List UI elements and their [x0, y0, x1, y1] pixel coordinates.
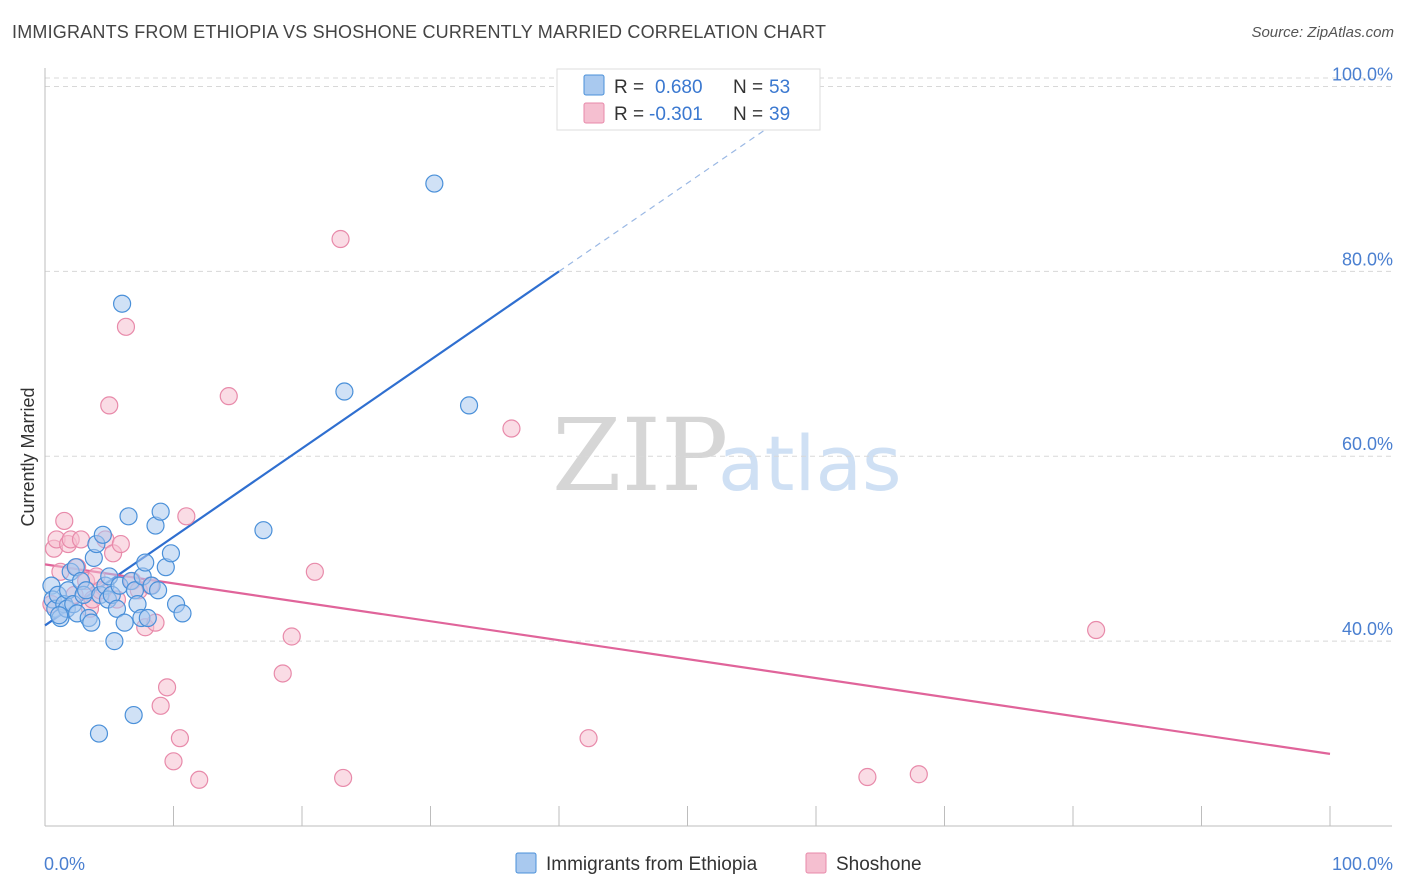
shoshone-point [177, 507, 196, 526]
y-tick-label-60: 60.0% [1342, 434, 1393, 454]
y-tick-label-100: 100.0% [1332, 64, 1393, 84]
y-tick-labels: 40.0% 60.0% 80.0% 100.0% [1332, 64, 1393, 639]
ethiopia-point [161, 544, 181, 563]
watermark-atlas: atlas [718, 419, 902, 508]
shoshone-point [502, 419, 521, 438]
shoshone-point [331, 229, 350, 249]
stats-legend: R = 0.680 N = 53 R = -0.301 N = 39 [556, 68, 821, 131]
ethiopia-point [93, 525, 112, 544]
shoshone-point [116, 317, 136, 336]
shoshone-point [579, 729, 598, 748]
legend-n-value-shoshone: 39 [769, 104, 790, 125]
ethiopia-point [89, 724, 109, 743]
bottom-legend-label-shoshone: Shoshone [836, 854, 922, 875]
y-axis-title: Currently Married [18, 387, 38, 526]
ethiopia-point [112, 294, 132, 313]
watermark: ZIP atlas [552, 397, 902, 514]
ethiopia-point [425, 174, 444, 193]
legend-r-label-shoshone: R = [614, 104, 644, 125]
shoshone-point [151, 696, 170, 715]
shoshone-point [909, 765, 928, 784]
shoshone-point [219, 387, 238, 406]
ethiopia-point [50, 606, 69, 625]
shoshone-point [273, 664, 292, 683]
shoshone-point [282, 627, 301, 646]
bottom-legend-swatch-shoshone [805, 852, 827, 874]
ethiopia-point [138, 608, 157, 628]
legend-swatch-shoshone [583, 102, 605, 124]
legend-n-label-ethiopia: N = [733, 77, 763, 98]
legend-swatch-ethiopia [583, 74, 605, 96]
shoshone-point [111, 534, 130, 554]
ethiopia-point [148, 581, 168, 600]
shoshone-point [858, 767, 877, 787]
x-tick-labels: 0.0% 100.0% [44, 854, 1393, 874]
shoshone-point [1087, 620, 1106, 640]
legend-n-label-shoshone: N = [733, 104, 763, 125]
x-tick-label-0: 0.0% [44, 854, 85, 874]
ethiopia-point [119, 507, 138, 526]
ethiopia-point [82, 613, 101, 632]
bottom-legend-swatch-ethiopia [515, 852, 537, 874]
shoshone-point [305, 562, 324, 581]
ethiopia-point [107, 599, 127, 618]
ethiopia-point [151, 502, 170, 521]
ethiopia-point [136, 553, 155, 572]
shoshone-point [100, 396, 119, 415]
legend-n-value-ethiopia: 53 [769, 77, 790, 98]
ethiopia-point [459, 396, 479, 415]
trend-line-ethiopia-extension [558, 94, 817, 272]
legend-r-label-ethiopia: R = [614, 77, 644, 98]
axes [44, 68, 1392, 827]
ethiopia-point [105, 632, 124, 651]
ethiopia-point [254, 521, 273, 540]
shoshone-point [334, 768, 353, 788]
shoshone-point [71, 530, 91, 549]
watermark-zip: ZIP [552, 397, 728, 514]
shoshone-point [157, 678, 177, 697]
y-tick-label-80: 80.0% [1342, 249, 1393, 269]
bottom-legend-label-ethiopia: Immigrants from Ethiopia [546, 854, 758, 875]
y-tick-label-40: 40.0% [1342, 619, 1393, 639]
legend-r-value-shoshone: -0.301 [649, 104, 703, 125]
series-legend: Immigrants from Ethiopia Shoshone [515, 852, 922, 875]
legend-r-value-ethiopia: 0.680 [655, 77, 703, 98]
ethiopia-point [173, 604, 192, 623]
ethiopia-point [335, 382, 354, 401]
source-label: Source: ZipAtlas.com [1251, 24, 1394, 41]
chart-title: IMMIGRANTS FROM ETHIOPIA VS SHOSHONE CUR… [12, 22, 827, 42]
shoshone-point [55, 511, 74, 531]
x-tick-label-100: 100.0% [1332, 854, 1393, 874]
shoshone-point [190, 770, 209, 789]
ethiopia-point [124, 705, 143, 725]
shoshone-point [164, 752, 183, 771]
trend-lines [44, 94, 1331, 755]
gridlines [45, 77, 1392, 642]
trend-line-ethiopia [44, 270, 560, 627]
ethiopia-points [42, 174, 479, 743]
shoshone-point [170, 729, 190, 748]
ethiopia-point [115, 613, 134, 632]
trend-line-shoshone [44, 563, 1331, 755]
